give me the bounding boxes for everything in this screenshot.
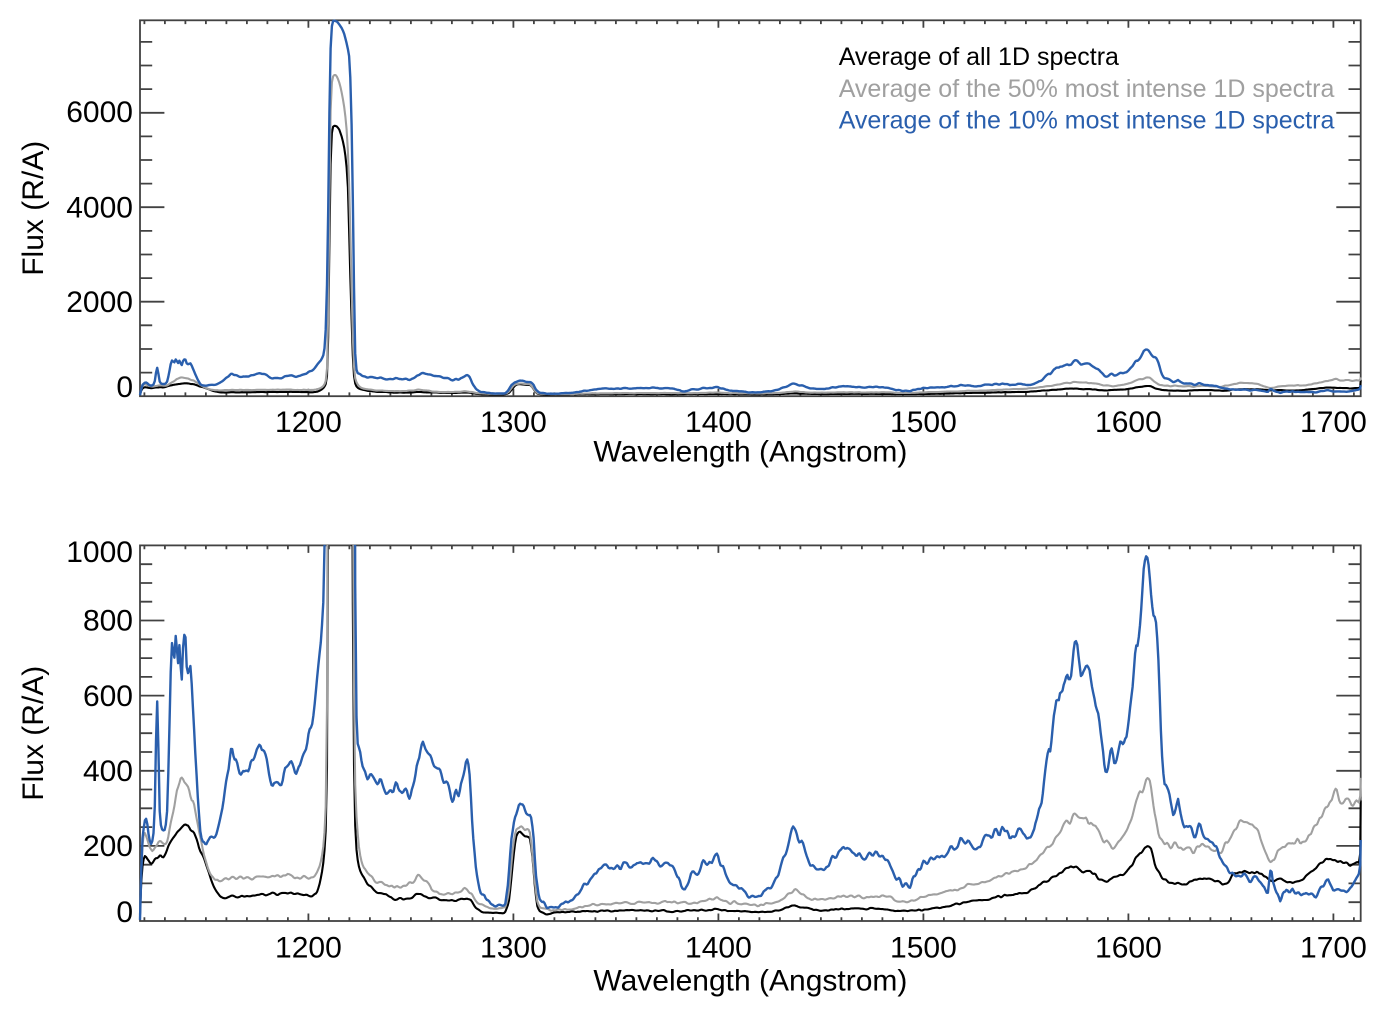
svg-text:0: 0 — [116, 896, 133, 929]
svg-text:0: 0 — [116, 371, 133, 404]
svg-text:800: 800 — [83, 605, 133, 638]
svg-text:1400: 1400 — [685, 406, 752, 439]
svg-text:600: 600 — [83, 680, 133, 713]
svg-text:6000: 6000 — [66, 96, 133, 129]
svg-text:1600: 1600 — [1095, 406, 1162, 439]
svg-text:1500: 1500 — [890, 406, 957, 439]
svg-text:1300: 1300 — [480, 932, 547, 965]
svg-text:200: 200 — [83, 830, 133, 863]
svg-text:Average of the 50% most intens: Average of the 50% most intense 1D spect… — [839, 75, 1335, 103]
svg-text:Wavelength (Angstrom): Wavelength (Angstrom) — [593, 965, 907, 998]
svg-text:2000: 2000 — [66, 286, 133, 319]
svg-text:Average of all 1D spectra: Average of all 1D spectra — [839, 43, 1119, 71]
svg-text:1400: 1400 — [685, 932, 752, 965]
svg-text:Average of the 10% most intens: Average of the 10% most intense 1D spect… — [839, 107, 1335, 135]
svg-text:400: 400 — [83, 755, 133, 788]
svg-text:4000: 4000 — [66, 191, 133, 224]
svg-text:1700: 1700 — [1300, 406, 1367, 439]
svg-text:Flux (R/A): Flux (R/A) — [17, 141, 50, 276]
svg-text:Wavelength (Angstrom): Wavelength (Angstrom) — [593, 436, 907, 469]
svg-text:Flux (R/A): Flux (R/A) — [17, 666, 50, 801]
svg-text:1600: 1600 — [1095, 932, 1162, 965]
svg-text:1700: 1700 — [1300, 932, 1367, 965]
svg-text:1200: 1200 — [275, 932, 342, 965]
svg-text:1300: 1300 — [480, 406, 547, 439]
svg-text:1200: 1200 — [275, 406, 342, 439]
svg-text:1500: 1500 — [890, 932, 957, 965]
svg-text:1000: 1000 — [66, 536, 133, 569]
